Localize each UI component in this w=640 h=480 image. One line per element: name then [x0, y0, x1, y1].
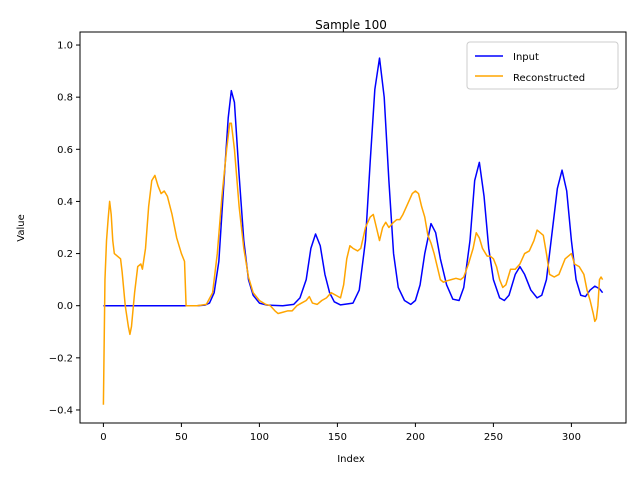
legend-label-input: Input: [513, 52, 539, 63]
x-axis: 0 50 100 150 200 250 300: [100, 423, 581, 443]
plot-area: [102, 57, 604, 405]
x-tick-label: 300: [562, 432, 581, 443]
y-tick-label: 0.8: [57, 93, 73, 104]
chart-title: Sample 100: [315, 18, 387, 32]
y-axis-label: Value: [16, 214, 27, 241]
y-tick-label: 0.6: [57, 145, 73, 156]
x-tick-label: 200: [406, 432, 425, 443]
x-tick-label: 50: [175, 432, 188, 443]
y-tick-label: 0.4: [57, 197, 73, 208]
legend-label-reconstructed: Reconstructed: [513, 73, 585, 84]
legend: Input Reconstructed: [466, 41, 619, 90]
y-tick-label: −0.4: [49, 405, 73, 416]
series-line-reconstructed: [102, 122, 604, 405]
x-tick-label: 0: [100, 432, 106, 443]
y-tick-label: 0.0: [57, 301, 73, 312]
x-axis-label: Index: [337, 454, 365, 465]
plot-frame: [79, 31, 627, 424]
x-tick-label: 250: [484, 432, 503, 443]
y-axis: −0.4 −0.2 0.0 0.2 0.4 0.6 0.8 1.0: [49, 41, 80, 416]
x-tick-label: 150: [328, 432, 347, 443]
y-tick-label: −0.2: [49, 353, 73, 364]
x-tick-label: 100: [250, 432, 269, 443]
y-tick-label: 1.0: [57, 41, 73, 52]
legend-box: [466, 41, 619, 90]
y-tick-label: 0.2: [57, 249, 73, 260]
